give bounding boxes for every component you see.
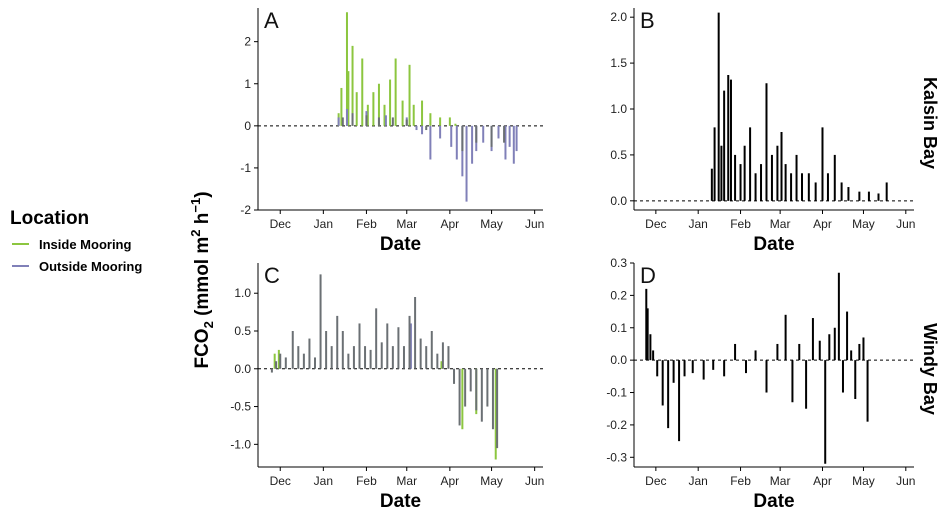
x-tick-label: Apr [813,474,832,488]
y-tick-label: -0.2 [606,418,627,432]
x-tick-label: Dec [270,217,291,231]
x-tick-label: Jan [314,474,333,488]
x-tick-label: Apr [441,474,460,488]
x-tick-label: Apr [813,217,832,231]
x-tick-label: May [852,217,875,231]
site-label-windy: Windy Bay [920,323,940,415]
x-tick-label: Jun [896,217,915,231]
x-tick-label: Jun [896,474,915,488]
panel-letter: C [264,263,280,288]
y-tick-label: 1.0 [234,286,251,300]
x-tick-label: Feb [730,217,751,231]
x-tick-label: Apr [441,217,460,231]
y-tick-label: 0.0 [234,362,251,376]
panel-letter: D [640,263,656,288]
x-axis-label: Date [753,234,794,255]
panel-b: 2.0 1.5 1.0 0.5 0.0 Dec Jan Feb Mar Apr May Jun Date… [610,8,915,255]
x-tick-label: Feb [356,474,377,488]
legend-label-inside: Inside Mooring [39,237,132,252]
x-tick-label: Feb [730,474,751,488]
x-tick-label: Dec [645,474,666,488]
y-tick-label: 2.0 [610,10,627,24]
y-tick-label: 0.5 [610,148,627,162]
x-tick-label: Jun [525,217,544,231]
panel-d: 0.3 0.2 0.1 0.0 -0.1 -0.2 -0.3 Dec Jan Feb Mar Apr M… [606,256,915,512]
x-tick-label: May [480,217,503,231]
x-axis-label: Date [753,491,794,512]
x-tick-label: Mar [396,217,417,231]
y-tick-label: 1.5 [610,56,627,70]
x-tick-label: Dec [270,474,291,488]
y-axis-label: FCO2 (mmol m2 h−1) [188,191,216,368]
y-tick-label: -0.5 [230,400,251,414]
y-tick-label: -1 [240,161,251,175]
panel-letter: A [264,8,279,33]
y-tick-label: 0.0 [610,353,627,367]
x-tick-label: May [852,474,875,488]
panel-c: 1.0 0.5 0.0 -0.5 -1.0 Dec Jan Feb Mar Apr May Jun Da… [230,263,544,512]
y-tick-label: 0.5 [234,324,251,338]
y-tick-label: -0.3 [606,450,627,464]
y-tick-label: 0.1 [610,321,627,335]
y-tick-label: 1 [244,77,251,91]
y-tick-label: -1.0 [230,437,251,451]
x-axis-label: Date [380,491,421,512]
x-tick-label: Jan [689,474,708,488]
x-tick-label: Mar [770,217,791,231]
y-tick-label: 0 [244,119,251,133]
y-tick-label: 0.0 [610,194,627,208]
y-tick-label: 0.2 [610,288,627,302]
y-tick-label: 1.0 [610,102,627,116]
y-tick-label: 0.3 [610,256,627,270]
panel-letter: B [640,8,655,33]
x-tick-label: Jan [689,217,708,231]
x-tick-label: Feb [356,217,377,231]
y-tick-label: 2 [244,35,251,49]
site-label-kalsin: Kalsin Bay [920,77,940,169]
y-tick-label: -2 [240,203,251,217]
x-tick-label: May [480,474,503,488]
y-tick-label: -0.1 [606,386,627,400]
legend-label-outside: Outside Mooring [39,259,142,274]
panel-a: 2 1 0 -1 -2 Dec Jan Feb Mar Apr May Jun Date A [240,8,544,255]
legend-title: Location [10,208,89,229]
legend: Location Inside Mooring Outside Mooring [10,208,142,274]
x-tick-label: Jun [525,474,544,488]
x-tick-label: Mar [396,474,417,488]
x-tick-label: Mar [770,474,791,488]
x-axis-label: Date [380,234,421,255]
x-tick-label: Dec [645,217,666,231]
x-tick-label: Jan [314,217,333,231]
